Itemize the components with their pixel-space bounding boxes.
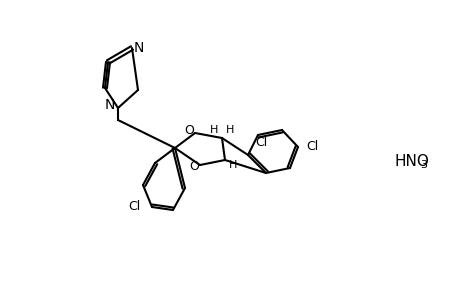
Text: Cl: Cl [128,200,140,214]
Text: O: O [189,160,198,173]
Text: 3: 3 [419,160,426,170]
Text: H: H [228,160,237,170]
Text: Cl: Cl [254,136,267,149]
Text: H: H [209,125,218,135]
Text: N: N [134,41,144,55]
Text: H: H [225,125,234,135]
Text: Cl: Cl [305,140,318,154]
Text: N: N [105,98,115,112]
Text: HNO: HNO [394,154,429,169]
Text: O: O [184,124,194,137]
